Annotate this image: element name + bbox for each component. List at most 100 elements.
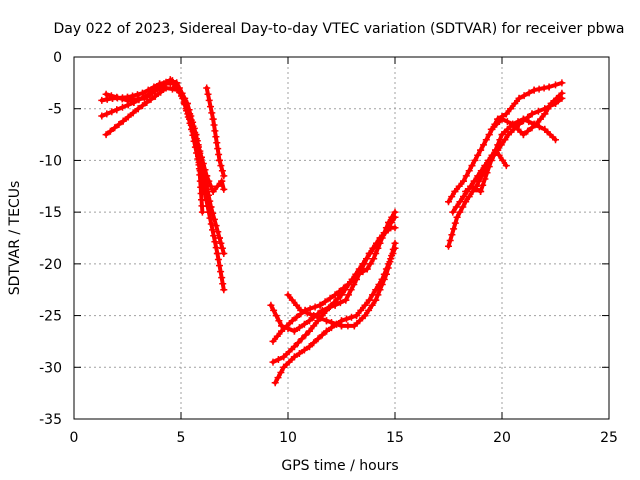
data-point-marker	[365, 250, 373, 257]
data-point-marker	[361, 312, 369, 320]
data-point-marker	[487, 125, 495, 133]
data-point-marker	[220, 250, 228, 257]
data-point-marker	[325, 304, 333, 312]
data-point-marker	[103, 110, 111, 118]
data-point-marker	[530, 86, 538, 94]
data-point-marker	[170, 80, 178, 88]
data-point-marker	[391, 213, 399, 221]
data-point-marker	[524, 127, 532, 135]
data-point-marker	[341, 286, 349, 294]
data-point-marker	[284, 325, 292, 332]
data-point-marker	[285, 348, 293, 356]
data-point-marker	[156, 84, 164, 92]
data-point-marker	[370, 255, 378, 263]
data-point-marker	[514, 118, 522, 126]
data-point-marker	[314, 310, 322, 318]
data-point-marker	[544, 105, 552, 113]
data-point-marker	[216, 156, 223, 164]
data-point-marker	[472, 185, 480, 193]
data-point-marker	[503, 118, 511, 126]
data-point-marker	[192, 140, 200, 148]
data-point-marker	[445, 198, 452, 206]
data-point-marker	[102, 90, 110, 98]
data-point-marker	[205, 191, 212, 199]
data-point-marker	[288, 317, 296, 325]
data-point-marker	[198, 196, 205, 204]
data-point-marker	[166, 76, 174, 84]
data-point-marker	[462, 172, 470, 180]
data-point-marker	[511, 100, 519, 107]
data-point-marker	[391, 239, 399, 247]
axis-ticks: 0 5 10 15 20 25 0 -5 -10 -15 -20 -25 -30 -35	[39, 50, 618, 446]
data-point-marker	[471, 156, 479, 164]
data-point-marker	[482, 136, 490, 144]
data-point-marker	[355, 270, 363, 278]
series-s10	[267, 224, 399, 335]
data-point-marker	[204, 90, 212, 98]
data-point-marker	[205, 177, 213, 185]
data-point-marker	[103, 95, 111, 103]
data-point-marker	[274, 356, 282, 363]
x-tick-label: 25	[600, 430, 618, 446]
data-point-marker	[212, 244, 220, 252]
data-point-marker	[462, 188, 470, 195]
data-point-marker	[530, 120, 538, 128]
data-point-marker	[477, 167, 485, 175]
data-point-marker	[357, 306, 365, 314]
series-s15	[487, 115, 559, 144]
data-point-marker	[212, 222, 220, 230]
data-point-marker	[214, 256, 222, 263]
data-point-marker	[316, 301, 324, 309]
data-point-marker	[318, 306, 326, 314]
data-point-marker	[369, 244, 377, 252]
data-point-marker	[336, 299, 344, 307]
data-point-marker	[528, 110, 536, 118]
series-line	[450, 148, 509, 215]
data-point-marker	[451, 188, 459, 195]
data-point-marker	[449, 208, 457, 216]
data-point-marker	[342, 296, 350, 304]
data-point-marker	[300, 346, 308, 354]
data-point-marker	[553, 94, 561, 102]
data-point-marker	[295, 350, 303, 357]
data-point-marker	[195, 159, 203, 166]
series-s12	[445, 94, 566, 250]
data-point-marker	[450, 225, 458, 233]
data-point-marker	[143, 99, 151, 106]
data-point-marker	[195, 165, 203, 173]
data-point-marker	[212, 133, 220, 141]
data-point-marker	[479, 181, 487, 189]
plot-frame	[73, 56, 610, 420]
data-point-marker	[267, 301, 275, 309]
data-point-marker	[353, 312, 360, 320]
data-point-marker	[360, 260, 368, 268]
data-point-marker	[290, 343, 298, 351]
data-point-marker	[460, 177, 467, 185]
series-s5	[203, 84, 228, 180]
data-point-marker	[316, 314, 324, 322]
data-point-marker	[448, 193, 456, 201]
data-point-marker	[493, 120, 501, 128]
data-point-marker	[113, 93, 121, 101]
data-point-marker	[214, 228, 222, 236]
data-point-marker	[345, 291, 352, 299]
data-point-marker	[184, 110, 192, 118]
data-point-marker	[391, 224, 399, 232]
data-point-marker	[334, 295, 342, 303]
data-point-marker	[338, 322, 345, 330]
data-point-marker	[384, 264, 392, 272]
data-point-marker	[115, 121, 123, 128]
data-point-marker	[146, 91, 154, 99]
data-point-marker	[108, 108, 116, 116]
data-point-marker	[552, 81, 559, 89]
data-point-marker	[134, 105, 142, 113]
data-point-marker	[502, 110, 510, 118]
data-point-marker	[203, 172, 211, 180]
y-tick-label: -35	[39, 412, 62, 428]
data-point-marker	[151, 88, 159, 95]
data-point-marker	[198, 202, 206, 210]
data-point-marker	[353, 275, 360, 283]
data-point-marker	[545, 83, 553, 91]
data-point-marker	[344, 322, 352, 330]
data-point-marker	[161, 80, 169, 88]
